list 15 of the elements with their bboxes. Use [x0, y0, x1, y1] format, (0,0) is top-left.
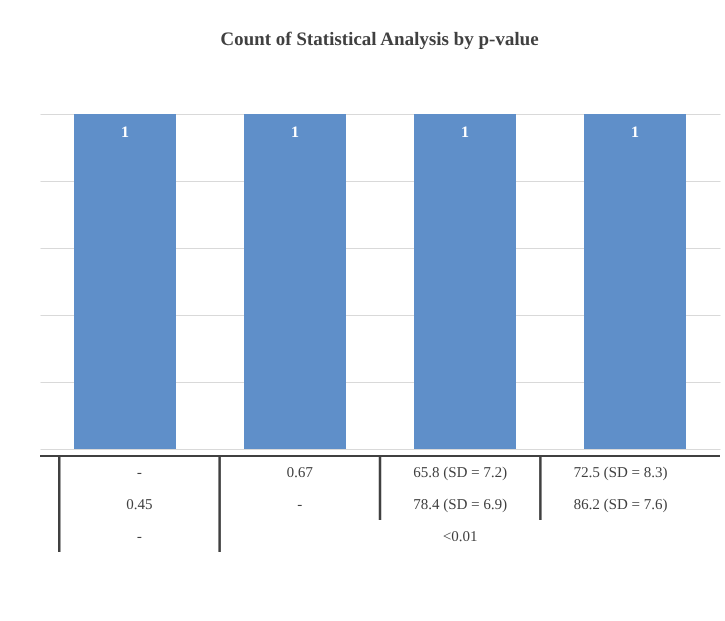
text: 0.45	[126, 497, 153, 513]
data-label: 1	[461, 124, 469, 141]
text: <0.01	[442, 529, 478, 545]
text: 78.4 (SD = 6.9)	[413, 497, 508, 513]
text: 86.2 (SD = 7.6)	[574, 497, 668, 513]
data-label: 1	[291, 124, 299, 141]
x-tick-label: 0.67	[286, 465, 314, 481]
x-tick-label: 65.8 (SD = 7.2)	[413, 465, 508, 481]
chart-title: Count of Statistical Analysis by p-value	[220, 29, 539, 50]
x-tick-label: -	[136, 465, 142, 481]
text: -	[136, 529, 142, 545]
text: -	[297, 497, 302, 513]
data-label: 1	[631, 124, 639, 141]
x-tick-label: 72.5 (SD = 8.3)	[574, 465, 668, 481]
data-label: 1	[121, 124, 129, 141]
